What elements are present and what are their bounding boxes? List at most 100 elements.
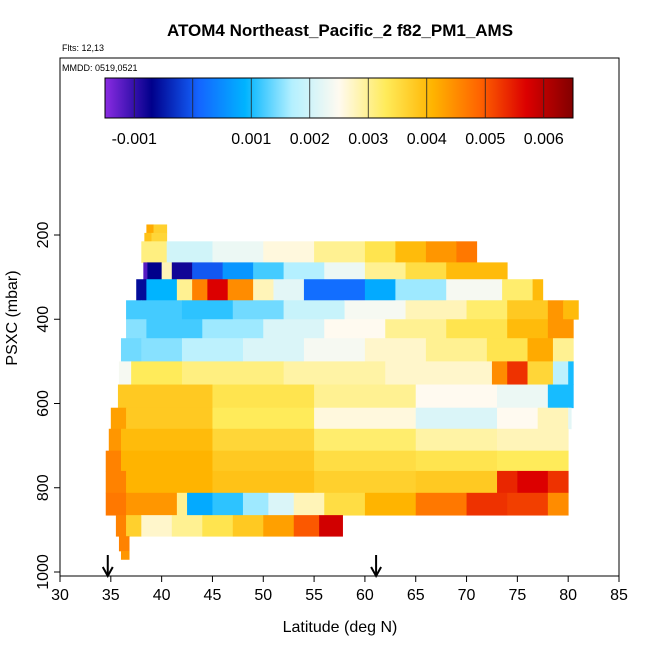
heatmap-cell [263,515,295,537]
x-tick-label: 65 [407,587,425,604]
heatmap-cell [497,450,569,472]
heatmap-cell [324,319,386,339]
heatmap-cell [303,279,366,301]
heatmap-cell [212,407,315,430]
heatmap-cell [141,338,183,362]
heatmap-cell [146,279,178,301]
colorbar-tick-label: 0.001 [231,131,271,148]
x-tick-label: 70 [458,587,476,604]
axes: 30 35 40 45 50 55 60 65 70 75 80 85 200 400 600 800 1000 [35,222,628,604]
heatmap-cell [497,428,569,452]
heatmap-cell [126,407,213,430]
heatmap-cell [222,262,254,280]
colorbar-tick-label: -0.001 [112,131,157,148]
heatmap-cell [547,470,569,494]
x-tick-label: 50 [254,587,272,604]
heatmap-cell [187,492,213,516]
x-tick-label: 30 [51,587,69,604]
heatmap-cell [405,262,447,280]
heatmap-cell [146,319,203,339]
heatmap-cell [344,300,406,320]
heatmap-cell [212,428,315,452]
heatmap-cell [497,384,549,409]
x-tick-label: 80 [559,587,577,604]
heatmap-cell [242,492,269,516]
heatmap-cell [176,492,188,516]
heatmap-cell [283,262,325,280]
heatmap-cell [212,384,315,409]
heatmap-cell [425,241,457,263]
heatmap-cell [263,241,315,263]
x-tick-label: 60 [356,587,374,604]
heatmap-cell [253,279,274,301]
heatmap-cell [446,262,508,280]
heatmap-cell [405,300,467,320]
heatmap-cell [527,361,554,385]
heatmap-cell [497,407,539,430]
heatmap-cell [115,515,127,537]
heatmap-cell [207,279,229,301]
heatmap-cell [126,492,178,516]
x-axis-label: Latitude (deg N) [283,619,398,636]
heatmap-cell [141,241,168,263]
heatmap-cell [202,319,264,339]
heatmap-cell [181,338,244,362]
heatmap-cell [364,241,396,263]
heatmap-cell [395,279,447,301]
heatmap-cell [143,262,148,280]
heatmap-cell [532,279,544,301]
heatmap-cell [491,361,508,385]
heatmap-cell [212,492,244,516]
heatmap-cell [181,361,284,385]
heatmap-cell [563,300,579,320]
heatmap-cell [268,492,295,516]
x-tick-label: 35 [102,587,120,604]
heatmap-cell [395,241,427,263]
chart-title: ATOM4 Northeast_Pacific_2 f82_PM1_AMS [167,21,513,40]
x-tick-label: 85 [610,587,628,604]
down-arrow-icon [101,555,114,579]
heatmap-cell [212,241,264,263]
heatmap-cell [131,361,183,385]
heatmap-cell [568,361,574,385]
heatmap-cell [120,550,130,560]
y-tick-label: 800 [35,474,52,501]
heatmap-cell [364,338,427,362]
heatmap-cell [552,361,569,385]
heatmap-cell [181,300,234,320]
heatmap-cell [283,361,386,385]
heatmap-cell [232,300,284,320]
heatmap-cell [192,279,208,301]
heatmap-cell [314,241,366,263]
heatmap-cell [176,279,193,301]
heatmap-cell [517,470,549,494]
heatmap-cell [415,492,467,516]
down-arrow-icon [370,555,382,579]
heatmap-cell [537,407,569,430]
heatmap-cell [415,428,498,452]
x-tick-label: 45 [204,587,222,604]
heatmap-cell [502,279,534,301]
heatmap-cell [227,279,254,301]
heatmap-cell [507,492,549,516]
heatmap-cell [147,262,163,280]
flights-note: Flts: 12,13 [62,43,104,53]
heatmap-cell [263,319,325,339]
heatmap-cell [385,361,493,385]
heatmap-cell [212,470,315,494]
heatmap-cell [161,262,173,280]
heatmap-cell [151,232,168,242]
plot-frame [59,57,620,577]
heatmap-cell [547,300,564,320]
colorbar-tick-label: 0.004 [407,131,447,148]
heatmap-cell [293,492,325,516]
heatmap-cell [303,338,366,362]
heatmap-cell [497,470,518,494]
heatmap-cell [105,450,122,472]
heatmap-cell [507,300,549,320]
heatmap-cell [446,279,503,301]
heatmap-cell [314,470,417,494]
y-tick-label: 400 [35,306,52,333]
heatmap-cells [105,224,579,560]
